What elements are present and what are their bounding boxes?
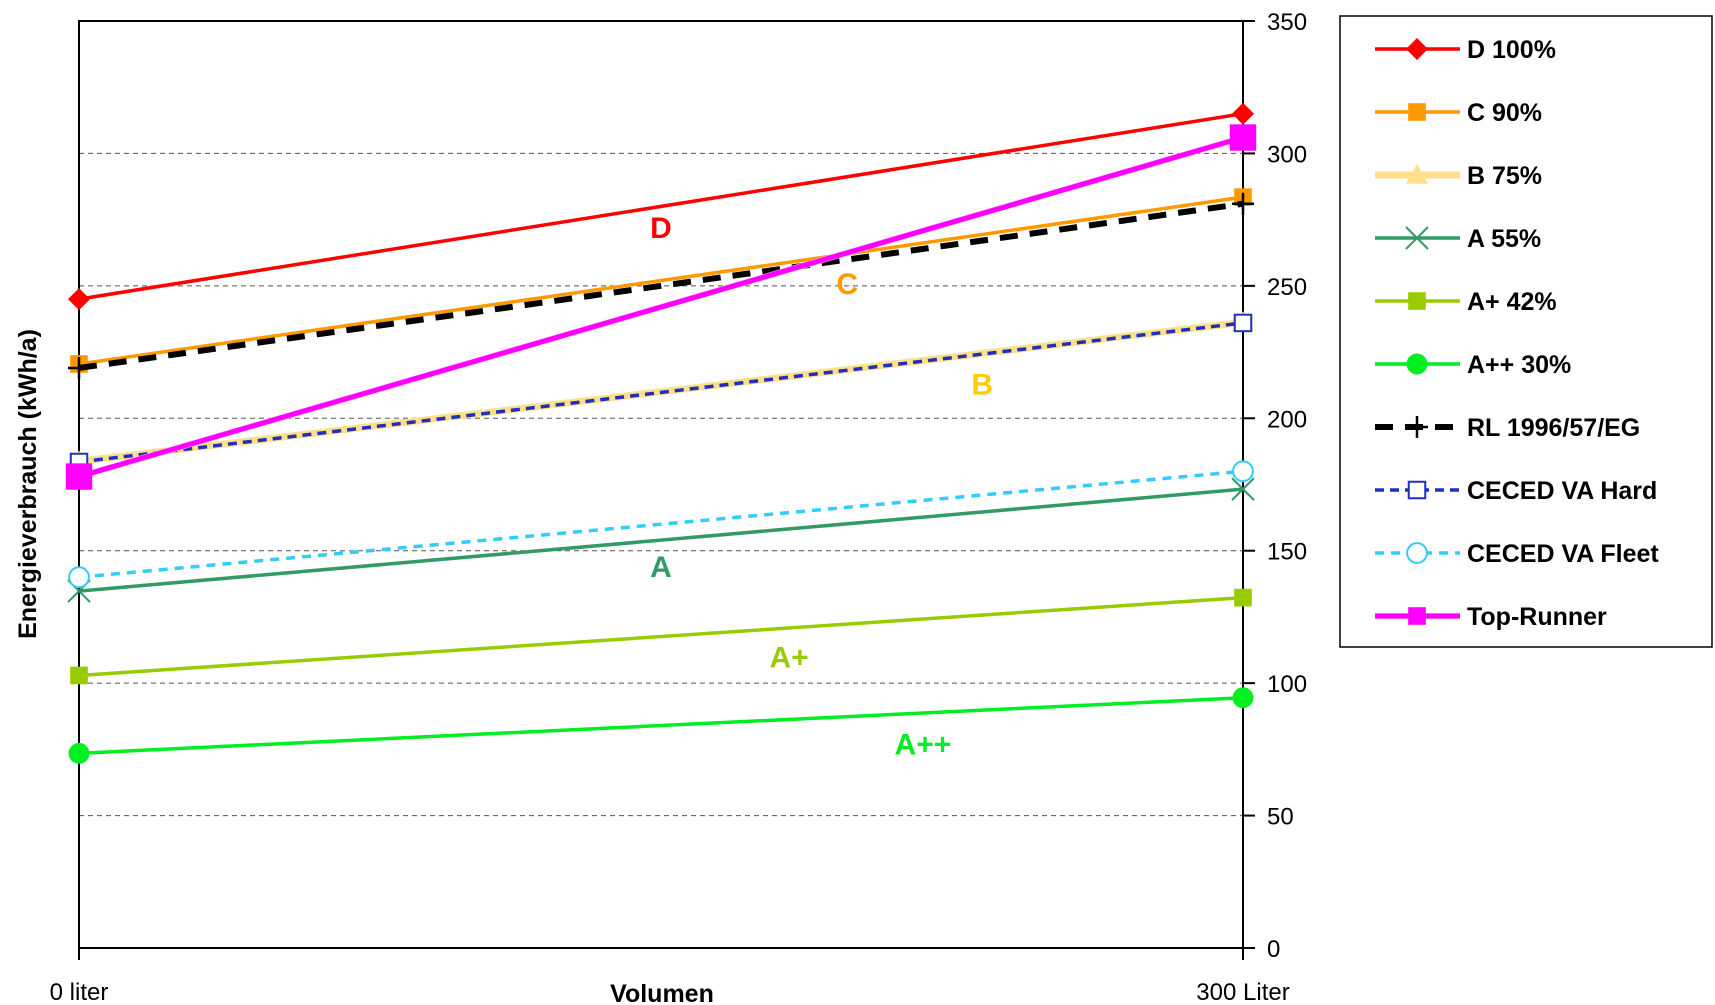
y-tick-label-150: 150 xyxy=(1267,539,1307,566)
data-point-a-42-0 xyxy=(70,666,88,685)
legend-label-a-30: A++ 30% xyxy=(1467,351,1571,379)
legend-label-ceced-va-hard: CECED VA Hard xyxy=(1467,477,1657,505)
series-top-runner xyxy=(65,124,1257,490)
legend-item-ceced-va-fleet: CECED VA Fleet xyxy=(1375,540,1659,568)
x-axis-title: Volumen xyxy=(610,980,714,1005)
annotation-d: D xyxy=(650,212,672,245)
legend: D 100% C 90% B 75% A 55% A+ 42% A++ 30% RL 199… xyxy=(1339,15,1713,648)
series-line-top-runner xyxy=(78,135,1244,479)
legend-marker-a-55 xyxy=(1405,226,1429,250)
series-line-rl-1996-57-eg xyxy=(78,200,1244,371)
grid-lines xyxy=(79,152,1243,817)
y-tick-label-200: 200 xyxy=(1267,406,1307,433)
series-line-ceced-va-fleet xyxy=(78,469,1244,579)
data-point-d-100-0 xyxy=(68,288,90,311)
series-a-42 xyxy=(70,588,1252,685)
legend-label-c-90: C 90% xyxy=(1467,99,1542,127)
series-line-a-30 xyxy=(78,695,1244,756)
series-line-a-42 xyxy=(78,595,1244,678)
series-a-30 xyxy=(68,687,1254,764)
legend-marker-d-100 xyxy=(1406,38,1428,60)
x-tick-label-1: 300 Liter xyxy=(1196,979,1289,1005)
plot-area-frame xyxy=(78,20,1244,949)
y-axis-title: Energieverbrauch (kWh/a) xyxy=(14,329,42,639)
y-tick-label-350: 350 xyxy=(1267,9,1307,36)
legend-marker-a-42 xyxy=(1408,292,1426,310)
legend-label-a-55: A 55% xyxy=(1467,225,1541,253)
series-ceced-va-fleet xyxy=(68,460,1254,589)
x-axis: 0 liter 300 Liter xyxy=(50,948,1290,1005)
legend-label-top-runner: Top-Runner xyxy=(1467,603,1607,631)
legend-label-ceced-va-fleet: CECED VA Fleet xyxy=(1467,540,1659,568)
y-tick-label-250: 250 xyxy=(1267,274,1307,301)
legend-label-rl-1996-57-eg: RL 1996/57/EG xyxy=(1467,414,1640,442)
data-point-ceced-va-fleet-0 xyxy=(68,566,90,589)
x-tick-label-0: 0 liter xyxy=(50,979,109,1005)
legend-marker-c-90 xyxy=(1408,103,1426,121)
series-line-c-90 xyxy=(78,195,1244,366)
annotation-c: C xyxy=(836,268,858,301)
legend-marker-a-30 xyxy=(1406,353,1428,375)
data-point-top-runner-1 xyxy=(1229,124,1257,151)
legend-marker-rl-1996-57-eg xyxy=(1406,416,1428,438)
legend-label-b-75: B 75% xyxy=(1467,162,1542,190)
legend-marker-b-75 xyxy=(1406,164,1428,184)
series-line-a-55 xyxy=(78,487,1244,593)
legend-item-top-runner: Top-Runner xyxy=(1375,603,1607,631)
data-point-ceced-va-fleet-1 xyxy=(1232,460,1254,483)
series-line-d-100 xyxy=(78,111,1244,301)
series-layer xyxy=(65,102,1257,764)
legend-marker-top-runner xyxy=(1408,607,1426,625)
legend-item-a-30: A++ 30% xyxy=(1375,351,1571,379)
y-tick-label-50: 50 xyxy=(1267,804,1294,831)
legend-item-d-100: D 100% xyxy=(1375,36,1556,64)
data-point-ceced-va-hard-1 xyxy=(1233,313,1253,333)
annotation-a: A xyxy=(650,551,672,584)
legend-item-c-90: C 90% xyxy=(1375,99,1542,127)
annotation-a: A++ xyxy=(895,729,952,762)
series-line-ceced-va-hard xyxy=(78,321,1244,464)
legend-item-b-75: B 75% xyxy=(1375,162,1542,190)
annotation-layer: D C B A A+ A++ xyxy=(650,212,993,761)
data-point-a-55-1 xyxy=(1231,477,1255,501)
data-point-a-42-1 xyxy=(1234,588,1252,607)
annotation-b: B xyxy=(971,368,993,401)
legend-label-a-42: A+ 42% xyxy=(1467,288,1557,316)
legend-marker-ceced-va-fleet xyxy=(1406,542,1428,564)
series-d-100 xyxy=(68,102,1254,311)
annotation-a: A+ xyxy=(769,641,808,674)
y-tick-label-100: 100 xyxy=(1267,671,1307,698)
legend-frame xyxy=(1339,15,1713,648)
data-point-d-100-1 xyxy=(1232,102,1254,125)
series-rl-1996-57-eg xyxy=(68,192,1254,379)
data-point-rl-1996-57-eg-0 xyxy=(68,356,90,379)
y-axis: 0 50 100 150 200 250 300 350 xyxy=(1243,9,1307,963)
data-point-a-30-1 xyxy=(1232,687,1254,709)
y-tick-label-300: 300 xyxy=(1267,141,1307,168)
legend-item-ceced-va-hard: CECED VA Hard xyxy=(1375,477,1657,505)
series-ceced-va-hard xyxy=(69,313,1253,472)
legend-item-rl-1996-57-eg: RL 1996/57/EG xyxy=(1375,414,1640,442)
y-tick-label-0: 0 xyxy=(1267,936,1280,963)
legend-marker-ceced-va-hard xyxy=(1407,480,1427,500)
data-point-top-runner-0 xyxy=(65,463,93,490)
data-point-a-30-0 xyxy=(68,742,90,764)
legend-item-a-55: A 55% xyxy=(1375,225,1541,253)
legend-label-d-100: D 100% xyxy=(1467,36,1556,64)
legend-item-a-42: A+ 42% xyxy=(1375,288,1557,316)
data-point-rl-1996-57-eg-1 xyxy=(1232,192,1254,215)
